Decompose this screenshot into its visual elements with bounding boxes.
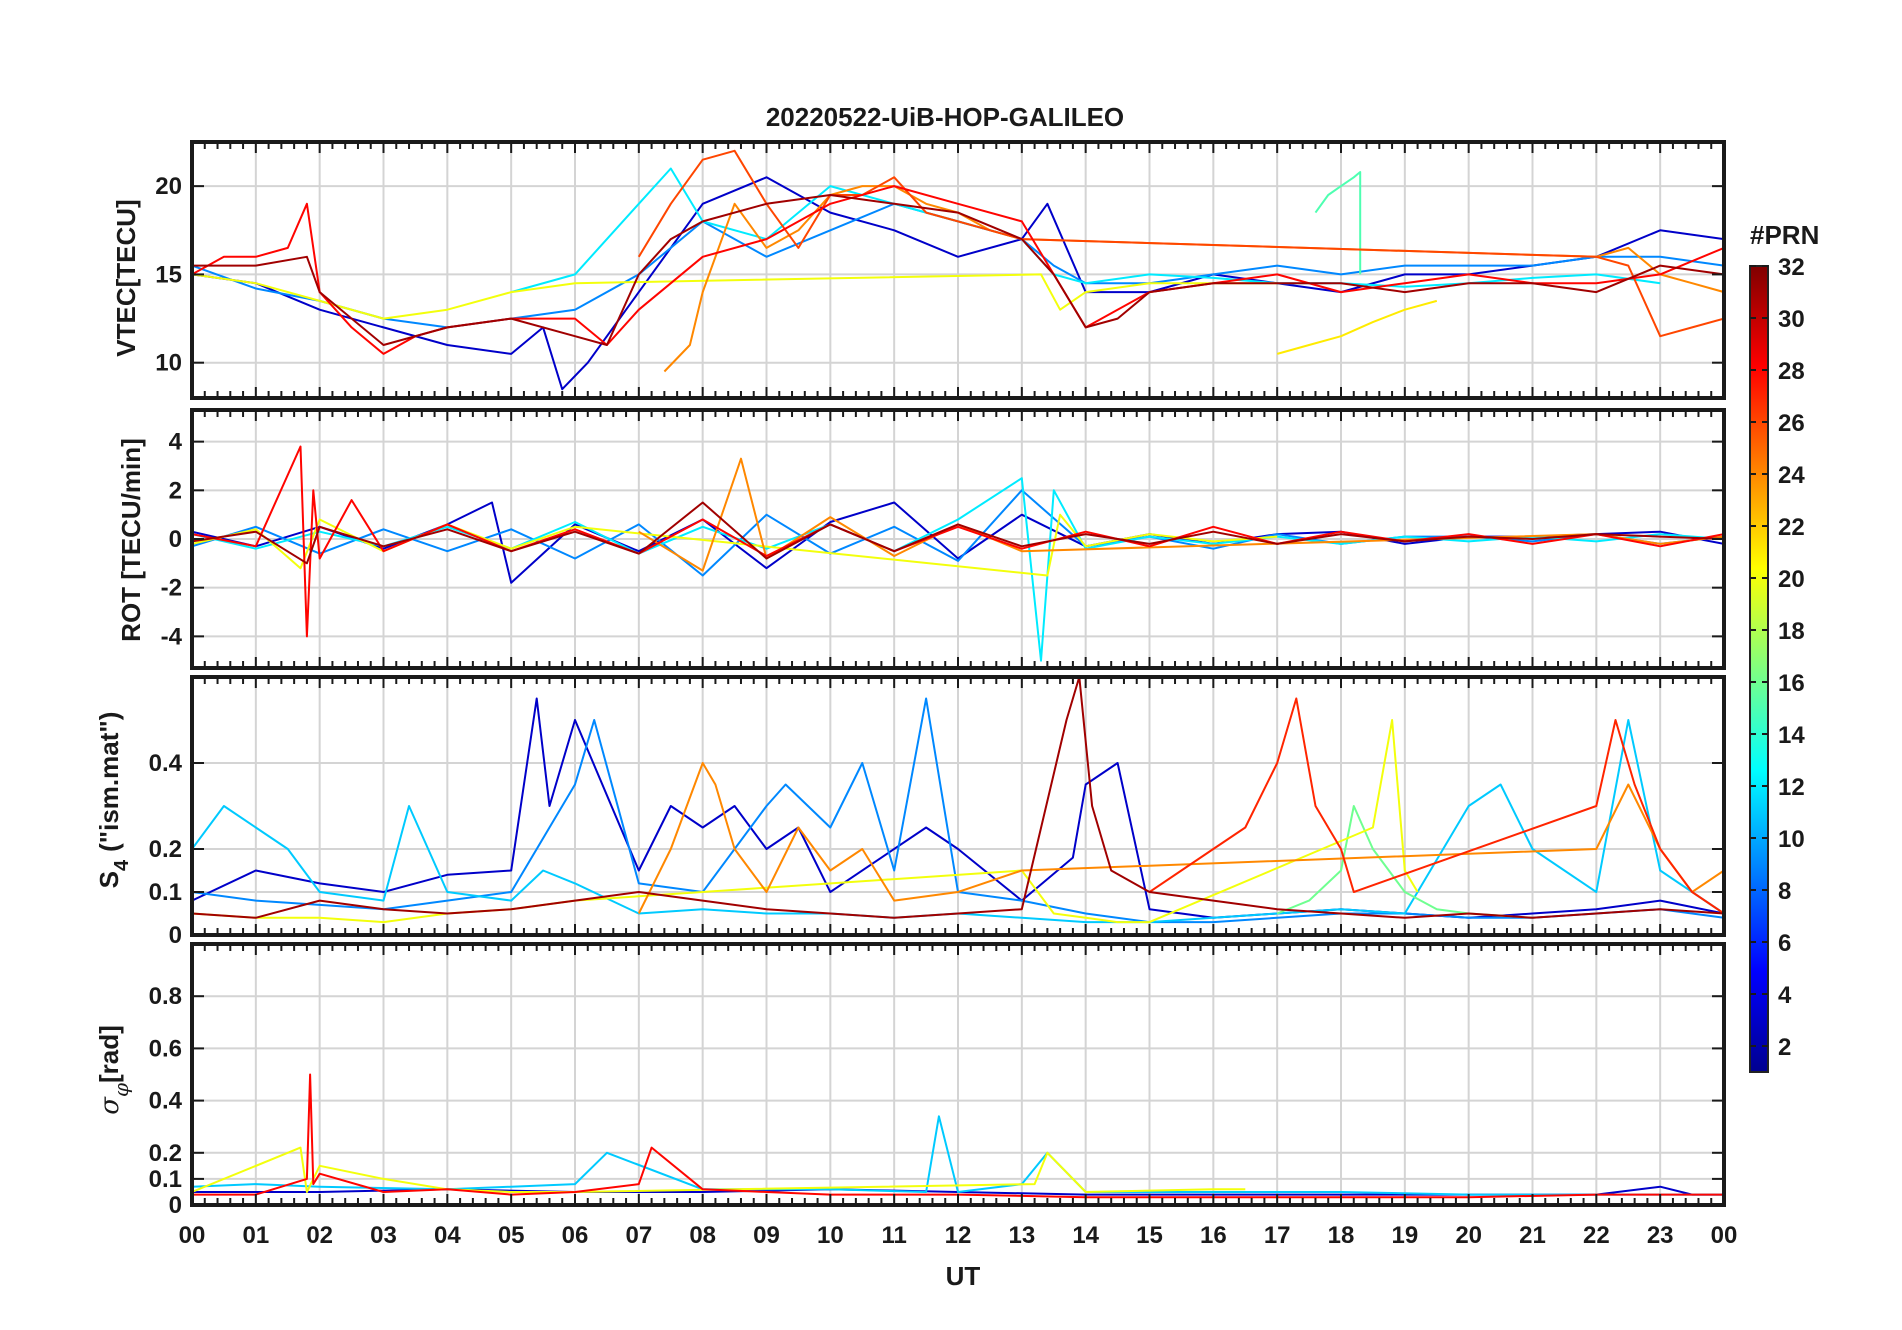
ylabel-s4: S4 ("ism.mat") (94, 712, 133, 889)
ylabel-sigma-sub: φ (109, 1083, 133, 1097)
series-prn-20 (192, 273, 1278, 320)
colorbar-tick-label: 8 (1778, 878, 1791, 905)
series-prn-15 (1314, 171, 1362, 275)
y-tick-label: 4 (169, 429, 183, 456)
x-tick-label: 22 (1583, 1222, 1610, 1249)
y-tick-label: 2 (169, 477, 182, 504)
y-tick-label: 0.2 (149, 1140, 182, 1167)
x-tick-label: 08 (689, 1222, 716, 1249)
series-prn-31 (192, 194, 1724, 346)
y-tick-label: 0.2 (149, 836, 182, 863)
x-tick-label: 14 (1072, 1222, 1099, 1249)
y-tick-label: 10 (155, 350, 182, 377)
y-tick-label: 0.4 (149, 1088, 183, 1115)
x-tick-label: 18 (1328, 1222, 1355, 1249)
colorbar-tick-label: 20 (1778, 566, 1805, 593)
x-tick-label: 03 (370, 1222, 397, 1249)
x-tick-label: 12 (945, 1222, 972, 1249)
colorbar-tick-label: 10 (1778, 826, 1805, 853)
x-tick-label: 05 (498, 1222, 525, 1249)
colorbar-tick-label: 16 (1778, 670, 1805, 697)
y-tick-label: 0.1 (149, 1166, 182, 1193)
colorbar-tick-label: 2 (1778, 1034, 1791, 1061)
series-prn-24 (637, 762, 1724, 914)
chart-title: 20220522-UiB-HOP-GALILEO (766, 102, 1124, 132)
x-tick-label: 07 (625, 1222, 652, 1249)
colorbar-tick-label: 18 (1778, 618, 1805, 645)
x-tick-label: 17 (1264, 1222, 1291, 1249)
colorbar-tick-label: 12 (1778, 774, 1805, 801)
x-tick-label: 11 (881, 1222, 906, 1249)
series-prn-31 (192, 677, 1724, 919)
ylabel-rot: ROT [TECU/min] (116, 438, 146, 642)
x-tick-label: 19 (1391, 1222, 1418, 1249)
x-tick-label: 02 (306, 1222, 333, 1249)
colorbar-tick-label: 14 (1778, 722, 1805, 749)
x-tick-label: 09 (753, 1222, 780, 1249)
y-tick-label: 0 (169, 1192, 182, 1219)
colorbar-tick-label: 26 (1778, 410, 1805, 437)
panel-sigma: 00.10.2 0.4 0.6 0.8 σφ[rad] (94, 942, 1726, 1219)
x-tick-label: 16 (1200, 1222, 1227, 1249)
panel-rot: -4 -2 0 2 4 ROT [TECU/min] (116, 408, 1726, 670)
y-tick-label: 0 (169, 922, 182, 949)
x-tick-label: 01 (242, 1222, 269, 1249)
series-prn-3 (192, 176, 1724, 391)
panel-vtec: 10 15 20 VTEC[TECU] (111, 140, 1726, 400)
ylabel-sigma: σφ[rad] (94, 1025, 133, 1115)
colorbar-gradient (1749, 265, 1769, 1073)
ylabel-s4-rest: ("ism.mat") (94, 712, 124, 852)
series-prn-21 (1276, 299, 1438, 355)
series-prn-9 (192, 697, 1724, 924)
series-prn-20 (192, 1146, 1246, 1193)
series-prn-20 (192, 719, 1419, 924)
x-tick-label: 15 (1136, 1222, 1163, 1249)
x-tick-label: 21 (1519, 1222, 1546, 1249)
colorbar-tick-label: 30 (1778, 306, 1805, 333)
x-axis-label: UT (946, 1261, 981, 1291)
x-tick-label: 23 (1647, 1222, 1674, 1249)
colorbar-tick-label: 28 (1778, 358, 1805, 385)
colorbar-label: #PRN (1750, 220, 1819, 250)
y-tick-label: 0 (169, 526, 182, 553)
y-tick-label: 0.1 (149, 879, 182, 906)
colorbar-tick-label: 6 (1778, 930, 1791, 957)
x-tick-label: 13 (1008, 1222, 1035, 1249)
y-tick-label: -2 (161, 575, 182, 602)
y-tick-label: 15 (155, 261, 182, 288)
ylabel-s4-sub: 4 (111, 859, 133, 871)
ylabel-s4-main: S (94, 871, 124, 888)
x-tick-label: 00 (179, 1222, 206, 1249)
colorbar-tick-label: 4 (1778, 982, 1792, 1009)
x-tick-label: 20 (1455, 1222, 1482, 1249)
panel-s4: 0 0.1 0.2 0.4 S4 ("ism.mat") (94, 675, 1726, 949)
y-tick-label: 0.4 (149, 750, 183, 777)
x-tick-label: 04 (434, 1222, 461, 1249)
colorbar-tick-label: 32 (1778, 254, 1805, 281)
y-tick-label: 0.8 (149, 983, 182, 1010)
y-tick-label: 0.6 (149, 1035, 182, 1062)
x-tick-label: 10 (817, 1222, 844, 1249)
x-tick-label: 00 (1711, 1222, 1738, 1249)
ylabel-sigma-main: σ (95, 1096, 125, 1115)
y-tick-label: -4 (161, 623, 183, 650)
series-prn-31 (192, 501, 1724, 565)
series-prn-27 (1148, 697, 1724, 915)
ylabel-sigma-rest: [rad] (94, 1025, 124, 1083)
y-tick-label: 20 (155, 173, 182, 200)
series-prn-26 (637, 149, 1724, 338)
x-tick-label: 06 (562, 1222, 589, 1249)
colorbar-tick-label: 22 (1778, 514, 1805, 541)
colorbar-tick-label: 24 (1778, 462, 1805, 489)
x-axis-tick-labels: 00 01 02 03 04 05 06 07 08 09 10 11 12 13 14 15 16 17 18 19… (179, 1222, 1738, 1249)
ylabel-vtec: VTEC[TECU] (111, 199, 141, 356)
series-prn-24 (638, 457, 1724, 572)
series-prn-16 (1276, 805, 1533, 919)
